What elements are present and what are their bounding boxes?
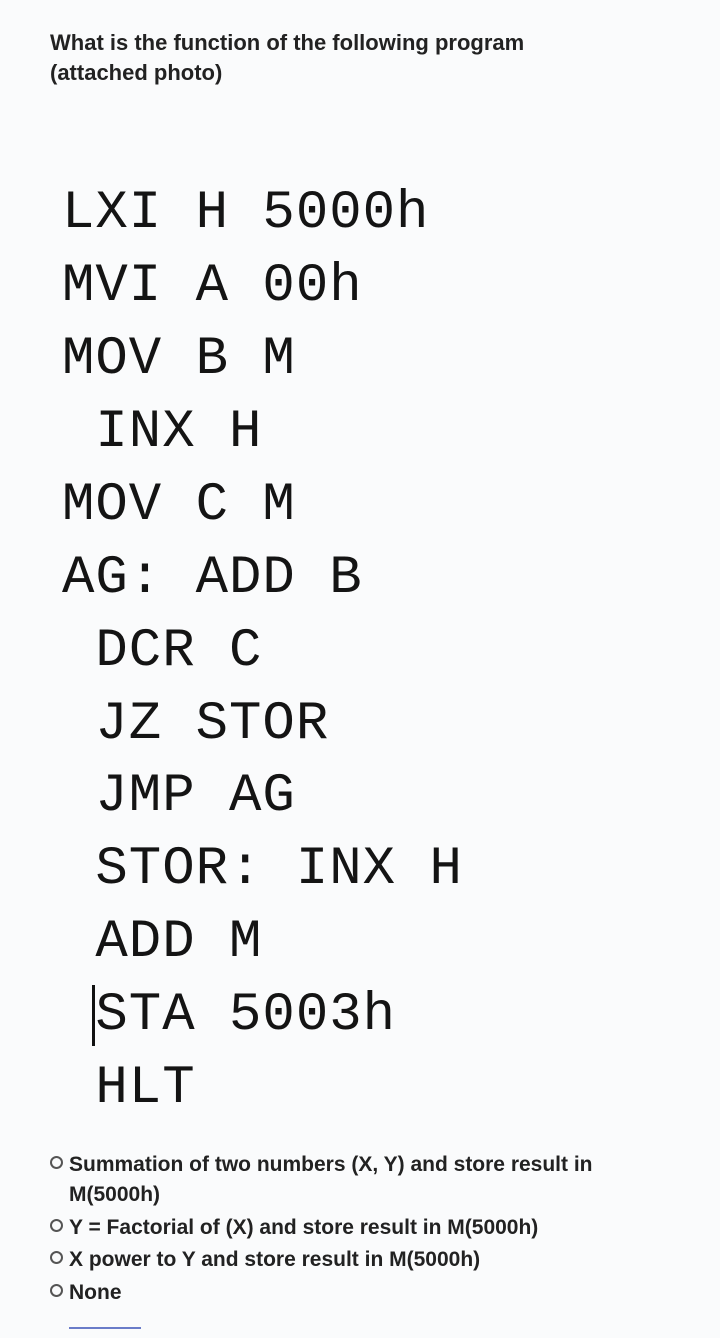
page: What is the function of the following pr… bbox=[0, 0, 720, 1280]
radio-icon[interactable] bbox=[50, 1251, 63, 1264]
code-line: INX H bbox=[62, 402, 262, 463]
option-4[interactable]: None bbox=[50, 1278, 670, 1338]
code-line-sta: STA 5003h bbox=[95, 985, 396, 1046]
code-line-cursor: STA 5003h bbox=[92, 985, 396, 1046]
code-line: AG: ADD B bbox=[62, 548, 363, 609]
answer-options: Summation of two numbers (X, Y) and stor… bbox=[50, 1150, 670, 1338]
radio-icon[interactable] bbox=[50, 1284, 63, 1297]
code-line: ADD M bbox=[62, 912, 262, 973]
option-3-label: X power to Y and store result in M(5000h… bbox=[69, 1245, 670, 1275]
code-line: STOR: INX H bbox=[62, 839, 463, 900]
question-line-2: (attached photo) bbox=[50, 60, 222, 85]
code-line: JZ STOR bbox=[62, 694, 329, 755]
code-line: JMP AG bbox=[62, 766, 296, 827]
option-1[interactable]: Summation of two numbers (X, Y) and stor… bbox=[50, 1150, 670, 1211]
code-line: MVI A 00h bbox=[62, 256, 363, 317]
code-line: LXI H 5000h bbox=[62, 183, 429, 244]
option-4-text: None bbox=[69, 1281, 122, 1304]
code-line: DCR C bbox=[62, 621, 262, 682]
option-2-label: Y = Factorial of (X) and store result in… bbox=[69, 1213, 670, 1243]
option-2[interactable]: Y = Factorial of (X) and store result in… bbox=[50, 1213, 670, 1243]
question-line-1: What is the function of the following pr… bbox=[50, 30, 524, 55]
code-line: MOV B M bbox=[62, 329, 296, 390]
radio-icon[interactable] bbox=[50, 1219, 63, 1232]
code-line: MOV C M bbox=[62, 475, 296, 536]
assembly-code-block: LXI H 5000h MVI A 00h MOV B M INX H MOV … bbox=[62, 105, 670, 1125]
option-3[interactable]: X power to Y and store result in M(5000h… bbox=[50, 1245, 670, 1275]
option-1-label: Summation of two numbers (X, Y) and stor… bbox=[69, 1150, 670, 1211]
radio-icon[interactable] bbox=[50, 1156, 63, 1169]
question-text: What is the function of the following pr… bbox=[50, 28, 670, 87]
option-4-underline bbox=[69, 1326, 141, 1329]
code-line: HLT bbox=[62, 1058, 196, 1119]
option-4-label: None bbox=[69, 1278, 670, 1338]
